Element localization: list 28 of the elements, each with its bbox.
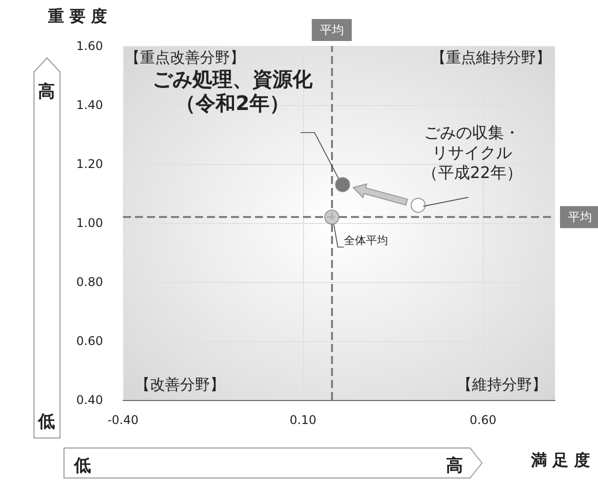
x-tick-label: 0.60 [470, 413, 496, 427]
x-tick-label: 0.10 [290, 413, 316, 427]
x-axis-title: 満 足 度 [530, 450, 590, 470]
point [335, 177, 350, 192]
annotation: 【改善分野】 [135, 376, 225, 394]
series-label: ごみの収集・リサイクル（平成22年） [421, 123, 524, 184]
text: 低 [38, 411, 55, 433]
text: 低 [74, 455, 91, 477]
annotation: 【重点維持分野】 [431, 48, 551, 66]
point [324, 210, 340, 225]
text: 高 [38, 81, 55, 103]
y-tick-label: 0.40 [76, 393, 103, 407]
ref-line-label: 平均 [568, 210, 592, 224]
annotation: 【重点改善分野】 [125, 48, 245, 66]
text: 高 [446, 455, 463, 477]
x-tick-label: -0.40 [107, 413, 139, 427]
y-tick-label: 1.00 [76, 216, 103, 230]
series-label: 全体平均 [344, 233, 388, 248]
y-tick-label: 1.40 [76, 98, 103, 112]
text: ごみ処理、資源化（令和2年） [152, 66, 314, 115]
point [410, 198, 426, 213]
y-tick-label: 1.60 [76, 39, 103, 53]
y-tick-label: 0.80 [76, 275, 103, 289]
annotation: 【維持分野】 [457, 376, 547, 394]
y-tick-label: 1.20 [76, 157, 103, 171]
y-tick-label: 0.60 [76, 334, 103, 348]
y-axis-title: 重 要 度 [47, 6, 108, 26]
ref-line-label: 平均 [320, 23, 344, 37]
